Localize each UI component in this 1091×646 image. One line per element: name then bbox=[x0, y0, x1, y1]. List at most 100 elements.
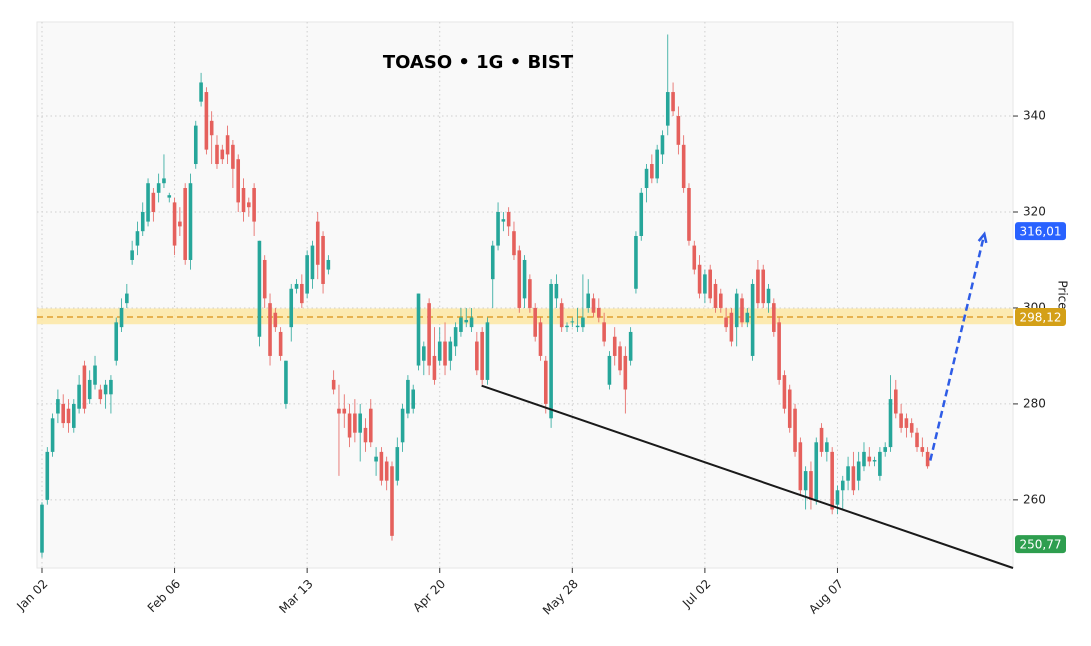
candle-body bbox=[846, 466, 850, 481]
support-band bbox=[37, 308, 1013, 325]
candle-body bbox=[676, 116, 681, 145]
candle-body bbox=[162, 178, 166, 184]
candle-body bbox=[72, 403, 76, 428]
candle-body bbox=[687, 188, 691, 241]
candle-body bbox=[236, 159, 241, 203]
candle-body bbox=[50, 418, 55, 452]
candle-body bbox=[883, 447, 887, 452]
candle-body bbox=[581, 317, 585, 328]
candle-body bbox=[241, 188, 246, 212]
candle-body bbox=[485, 322, 490, 380]
candle-body bbox=[766, 288, 771, 304]
candle-body bbox=[607, 355, 612, 385]
candle-body bbox=[220, 149, 225, 160]
candle-body bbox=[453, 327, 458, 347]
x-tick-label: May 28 bbox=[540, 577, 581, 618]
candle-body bbox=[840, 480, 845, 491]
candle-body bbox=[878, 451, 882, 476]
candle-body bbox=[379, 451, 384, 481]
candle-body bbox=[437, 341, 442, 361]
candle-body bbox=[867, 456, 872, 462]
candle-body bbox=[368, 408, 373, 443]
candle-body bbox=[151, 192, 156, 212]
candle-body bbox=[252, 188, 256, 222]
candle-body bbox=[156, 183, 161, 193]
candle-body bbox=[692, 245, 697, 270]
candle-body bbox=[342, 408, 347, 414]
candle-body bbox=[167, 195, 172, 198]
candle-body bbox=[326, 259, 331, 270]
candle-body bbox=[718, 293, 723, 308]
candle-body bbox=[475, 341, 479, 371]
candle-body bbox=[135, 231, 140, 246]
candle-body bbox=[793, 408, 797, 452]
candle-body bbox=[602, 322, 606, 342]
y-tick-label: 280 bbox=[1023, 396, 1046, 410]
candle-body bbox=[268, 303, 272, 356]
candle-body bbox=[750, 283, 755, 356]
candle-body bbox=[803, 471, 808, 491]
candle-body bbox=[353, 413, 357, 433]
candle-body bbox=[862, 451, 866, 467]
candle-body bbox=[432, 355, 437, 380]
candle-body bbox=[612, 336, 617, 356]
y-tick-label: 260 bbox=[1023, 492, 1046, 506]
candle-body bbox=[337, 408, 341, 414]
candle-body bbox=[469, 317, 474, 328]
candle-body bbox=[888, 399, 893, 448]
candle-body bbox=[310, 245, 315, 280]
candle-body bbox=[740, 298, 744, 323]
candle-body bbox=[199, 82, 203, 102]
candle-body bbox=[172, 202, 177, 246]
candle-body bbox=[395, 447, 400, 481]
candle-body bbox=[178, 221, 182, 227]
candle-body bbox=[761, 269, 766, 304]
candle-body bbox=[703, 274, 707, 294]
candle-body bbox=[358, 413, 362, 433]
candle-body bbox=[40, 504, 44, 553]
candle-body bbox=[787, 389, 792, 428]
candle-body bbox=[300, 283, 304, 304]
candle-body bbox=[125, 293, 129, 304]
candle-body bbox=[533, 307, 537, 337]
candle-body bbox=[782, 375, 787, 409]
candle-body bbox=[915, 432, 919, 448]
x-tick-label: Feb 06 bbox=[145, 577, 183, 615]
candle-body bbox=[756, 269, 760, 304]
candle-body bbox=[215, 144, 219, 165]
candle-body bbox=[512, 231, 516, 256]
price-label-box bbox=[1015, 222, 1066, 241]
candle-body bbox=[665, 92, 670, 126]
candle-body bbox=[660, 135, 665, 155]
candle-body bbox=[363, 427, 368, 443]
price-label-box bbox=[1015, 307, 1066, 326]
candle-body bbox=[411, 389, 416, 409]
candle-body bbox=[262, 259, 267, 299]
candle-body bbox=[490, 245, 495, 280]
candle-body bbox=[575, 325, 580, 328]
arrow-head bbox=[977, 231, 988, 244]
candle-body bbox=[825, 442, 829, 452]
candle-body bbox=[772, 303, 776, 332]
candle-body bbox=[644, 168, 649, 189]
candle-body bbox=[655, 149, 659, 179]
candle-body bbox=[570, 321, 575, 323]
candle-body bbox=[193, 125, 198, 165]
candle-body bbox=[538, 322, 543, 356]
candle-body bbox=[77, 384, 81, 409]
candle-body bbox=[809, 471, 813, 500]
candle-body bbox=[899, 413, 903, 428]
candle-body bbox=[506, 211, 511, 227]
x-tick-label: Jul 02 bbox=[679, 577, 713, 611]
candle-body bbox=[93, 365, 97, 385]
candle-body bbox=[140, 211, 145, 232]
candle-body bbox=[87, 379, 92, 400]
y-axis-label: Price bbox=[1056, 280, 1070, 309]
candle-body bbox=[872, 460, 877, 462]
candle-body bbox=[597, 307, 601, 318]
candle-body bbox=[331, 379, 336, 390]
x-tick-label: Mar 13 bbox=[276, 577, 315, 616]
candle-body bbox=[384, 461, 389, 481]
candle-body bbox=[681, 144, 686, 189]
